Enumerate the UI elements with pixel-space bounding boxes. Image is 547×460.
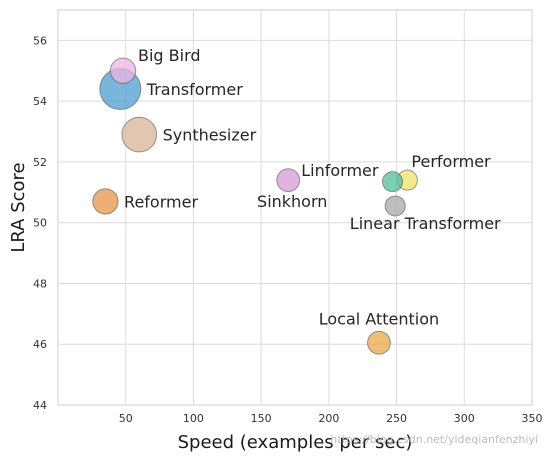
- tick-labels: 50 100 150 200 250 300 350 44 46 48 50 52 54 56: [33, 34, 543, 425]
- x-tick-label: 100: [183, 412, 204, 425]
- data-point-marker: [367, 330, 391, 355]
- x-tick-label: 200: [318, 412, 339, 425]
- data-point-label: Reformer: [124, 192, 198, 211]
- data-points: [92, 57, 418, 355]
- x-tick-label: 150: [251, 412, 272, 425]
- y-tick-label: 56: [33, 34, 47, 47]
- y-tick-label: 52: [33, 156, 47, 169]
- y-axis-title: LRA Score: [8, 162, 29, 252]
- data-point-label: Transformer: [146, 80, 243, 99]
- y-tick-label: 50: [33, 217, 47, 230]
- watermark-text: https://blog.csdn.net/yideqianfenzhiyi: [330, 433, 538, 446]
- data-point-marker: [384, 195, 406, 217]
- x-tick-label: 300: [454, 412, 475, 425]
- data-point-label: Performer: [411, 152, 491, 171]
- data-point-marker: [92, 188, 119, 215]
- x-axis-title: Speed (examples per sec): [178, 432, 413, 453]
- x-tick-label: 250: [386, 412, 407, 425]
- y-tick-label: 46: [33, 338, 47, 351]
- x-tick-label: 50: [119, 412, 133, 425]
- data-point-marker: [276, 168, 301, 193]
- data-point-label: Local Attention: [319, 310, 439, 329]
- data-point-label: Linformer: [301, 161, 379, 180]
- point-labels: Big Bird Transformer Synthesizer Reformer Li…: [124, 46, 501, 329]
- y-tick-label: 44: [33, 399, 47, 412]
- data-point-marker: [121, 116, 158, 153]
- plot-area-frame: [57, 9, 533, 406]
- data-point-label: Linear Transformer: [350, 214, 501, 233]
- data-point-marker: [109, 57, 137, 84]
- y-tick-label: 54: [33, 95, 47, 108]
- data-point-label: Synthesizer: [163, 126, 257, 145]
- data-point-label: Sinkhorn: [257, 192, 327, 211]
- data-point-label: Big Bird: [138, 46, 201, 65]
- x-tick-label: 350: [522, 412, 543, 425]
- data-point-marker: [382, 171, 404, 193]
- y-tick-label: 48: [33, 277, 47, 290]
